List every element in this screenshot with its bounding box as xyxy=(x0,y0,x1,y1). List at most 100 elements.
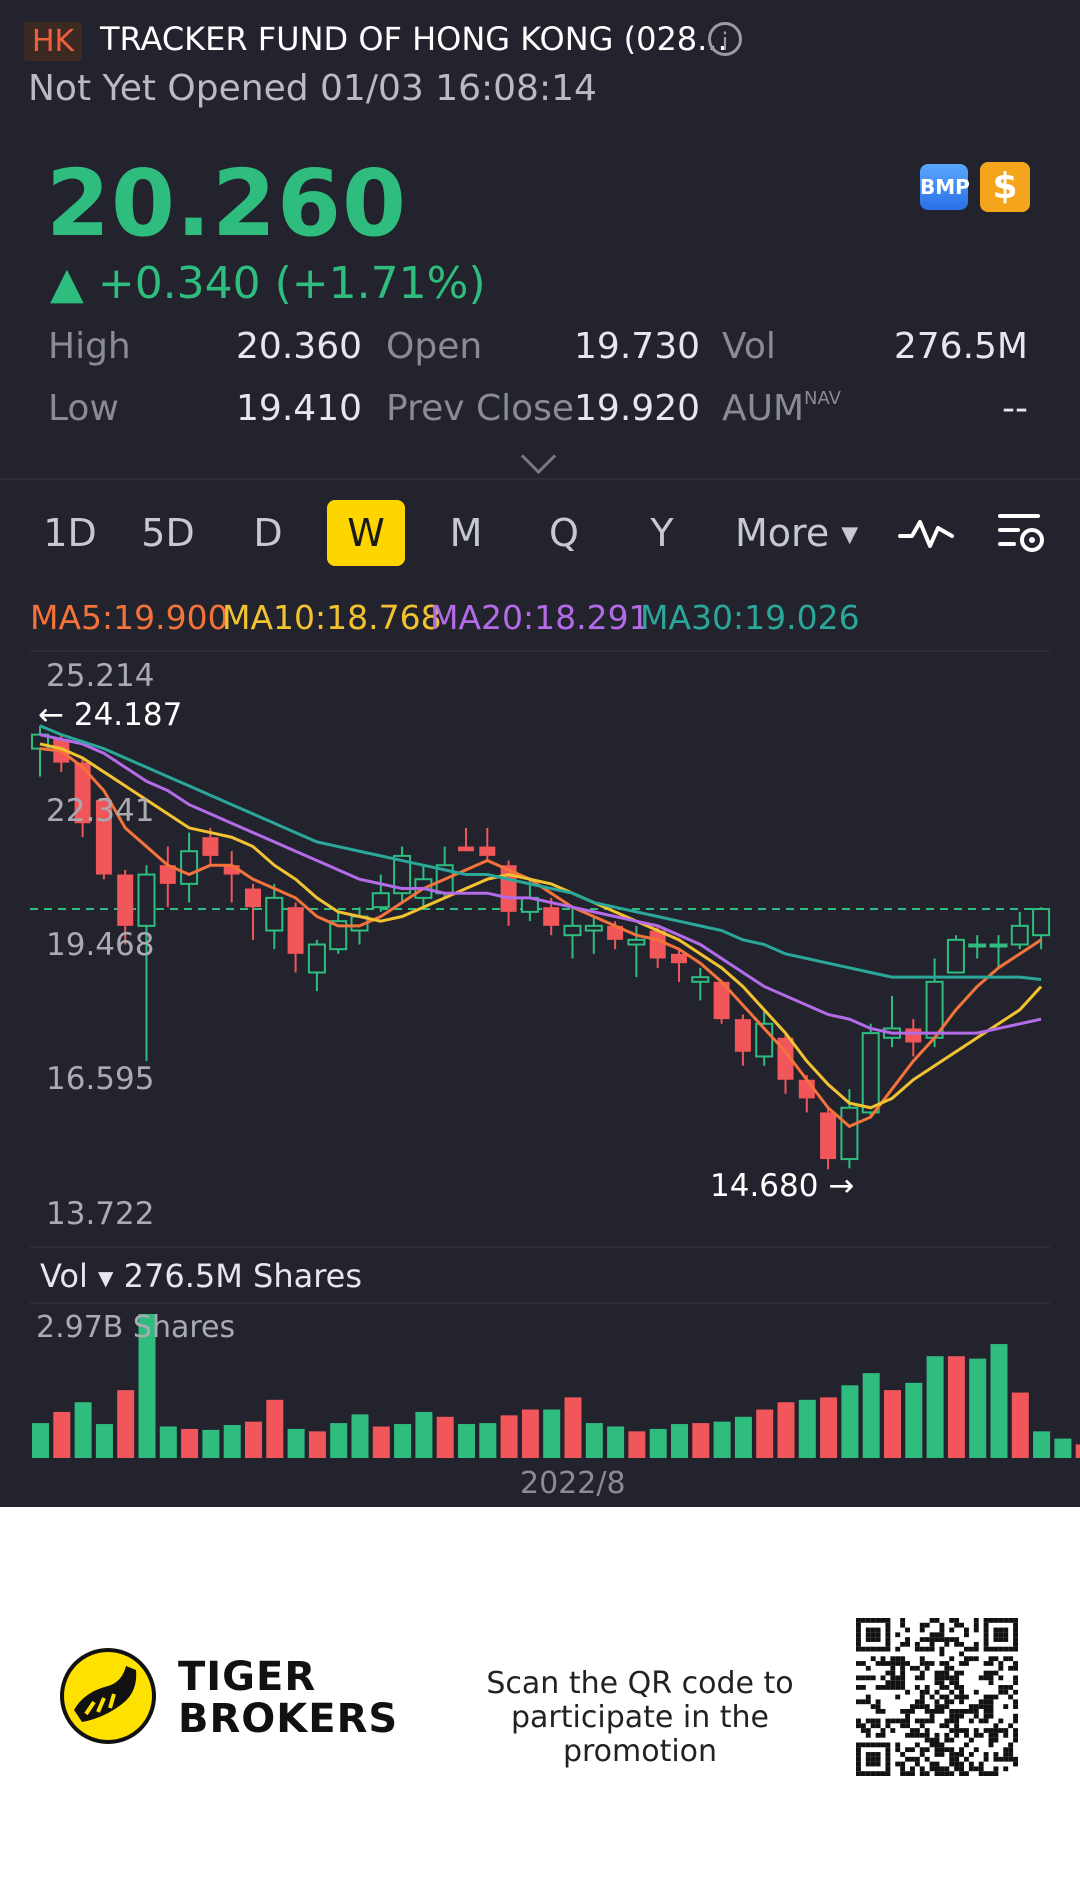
volume-bar xyxy=(1075,1444,1080,1458)
y-tick-label: 22.341 xyxy=(46,793,155,829)
candle xyxy=(137,865,156,1062)
tab-5d[interactable]: 5D xyxy=(141,511,195,555)
volume-bar xyxy=(713,1421,731,1458)
candle xyxy=(458,827,474,852)
tab-q[interactable]: Q xyxy=(549,511,579,555)
tiger-brokers-logo xyxy=(60,1648,156,1744)
ma5-legend: MA5:19.900 xyxy=(30,598,229,637)
candle xyxy=(691,967,710,1001)
prev-close-label: Prev Close xyxy=(386,388,575,429)
candle xyxy=(329,911,348,954)
candlestick-chart[interactable] xyxy=(0,650,1080,1246)
high-value: 20.360 xyxy=(236,326,362,367)
y-tick-label: 13.722 xyxy=(46,1196,155,1232)
candle xyxy=(671,949,687,982)
open-label: Open xyxy=(386,326,483,367)
tab-1d[interactable]: 1D xyxy=(43,511,97,555)
tab-w[interactable]: W xyxy=(327,500,405,566)
volume-bar xyxy=(53,1411,71,1458)
tab-d[interactable]: D xyxy=(253,511,283,555)
info-icon[interactable]: i xyxy=(708,22,742,56)
candle xyxy=(31,725,49,777)
tab-y[interactable]: Y xyxy=(650,511,674,555)
y-tick-label: 16.595 xyxy=(46,1061,155,1097)
candle xyxy=(543,897,560,936)
volume-bar xyxy=(649,1428,667,1458)
volume-current: 276.5M Shares xyxy=(123,1257,363,1295)
more-dropdown[interactable]: More ▼ xyxy=(735,500,858,566)
volume-bar xyxy=(841,1385,859,1458)
stock-quote-app: HK TRACKER FUND OF HONG KONG (028... i N… xyxy=(0,0,1080,1507)
tab-m[interactable]: M xyxy=(449,511,483,555)
candle xyxy=(861,1023,880,1118)
candle xyxy=(734,1014,751,1066)
volume-bar xyxy=(926,1356,944,1458)
market-status: Not Yet Opened 01/03 16:08:14 xyxy=(28,68,597,109)
aum-label: AUMNAV xyxy=(722,388,841,429)
candle xyxy=(159,846,176,908)
chart-settings-icon[interactable] xyxy=(998,510,1048,556)
candle xyxy=(265,883,284,950)
caret-down-icon: ▼ xyxy=(841,522,859,548)
current-price: 20.260 xyxy=(46,150,408,257)
volume-bar xyxy=(692,1423,710,1458)
brand-name-line2: BROKERS xyxy=(178,1696,399,1742)
candle xyxy=(479,827,496,861)
arrow-left-icon: ← xyxy=(38,697,64,733)
volume-chart[interactable] xyxy=(0,1302,1080,1462)
chart-top-gridline xyxy=(30,650,1050,652)
volume-bar xyxy=(947,1356,965,1458)
price-change: ▲ +0.340 (+1.71%) xyxy=(50,258,486,309)
candle xyxy=(989,935,1008,968)
volume-selector[interactable]: Vol ▼ 276.5M Shares xyxy=(40,1257,363,1295)
volume-bar xyxy=(671,1424,688,1458)
volume-top-gridline xyxy=(30,1302,1050,1304)
max-price-marker: ← 24.187 xyxy=(38,697,183,733)
volume-bar xyxy=(990,1344,1008,1458)
volume-bar xyxy=(394,1424,412,1458)
y-tick-label: 19.468 xyxy=(46,927,155,963)
indicator-wave-icon[interactable] xyxy=(898,512,954,552)
chart-bottom-gridline xyxy=(30,1246,1050,1248)
bmp-badge-icon[interactable]: BMP xyxy=(920,164,970,210)
candle xyxy=(820,1107,837,1170)
volume-bar xyxy=(223,1425,241,1458)
low-label: Low xyxy=(48,388,119,429)
volume-bar xyxy=(884,1390,901,1458)
volume-bar xyxy=(479,1423,497,1458)
volume-bar xyxy=(245,1421,262,1458)
volume-bar xyxy=(159,1426,177,1458)
candle xyxy=(393,846,412,903)
volume-bar xyxy=(820,1397,838,1458)
stock-title[interactable]: TRACKER FUND OF HONG KONG (028... xyxy=(100,20,728,58)
volume-bar xyxy=(628,1431,646,1458)
volume-max-label: 2.97B Shares xyxy=(36,1310,236,1345)
more-label: More xyxy=(735,511,830,555)
volume-bar xyxy=(905,1382,923,1458)
caret-down-icon: ▼ xyxy=(98,1266,114,1290)
volume-bar xyxy=(1033,1431,1051,1458)
volume-bar xyxy=(734,1416,752,1458)
volume-bar xyxy=(1011,1392,1029,1458)
volume-bar xyxy=(500,1415,518,1458)
volume-bar xyxy=(117,1390,135,1458)
candle xyxy=(968,935,987,959)
candle xyxy=(883,995,901,1048)
dollar-badge-icon[interactable]: $ xyxy=(980,162,1030,212)
prev-close-value: 19.920 xyxy=(574,388,700,429)
open-value: 19.730 xyxy=(574,326,700,367)
vol-value: 276.5M xyxy=(893,326,1028,367)
volume-bar xyxy=(607,1426,625,1458)
candle xyxy=(713,981,730,1024)
qr-code[interactable] xyxy=(856,1618,1018,1776)
low-value: 19.410 xyxy=(236,388,362,429)
min-price-marker: 14.680 → xyxy=(710,1168,855,1204)
chevron-down-icon[interactable] xyxy=(520,438,557,475)
candle xyxy=(202,827,219,866)
volume-bar xyxy=(138,1314,156,1458)
volume-bar xyxy=(266,1399,284,1458)
volume-bar xyxy=(798,1399,816,1458)
promo-text: Scan the QR code to participate in the p… xyxy=(486,1666,794,1769)
y-tick-label: 25.214 xyxy=(46,658,155,694)
divider xyxy=(0,478,1080,480)
